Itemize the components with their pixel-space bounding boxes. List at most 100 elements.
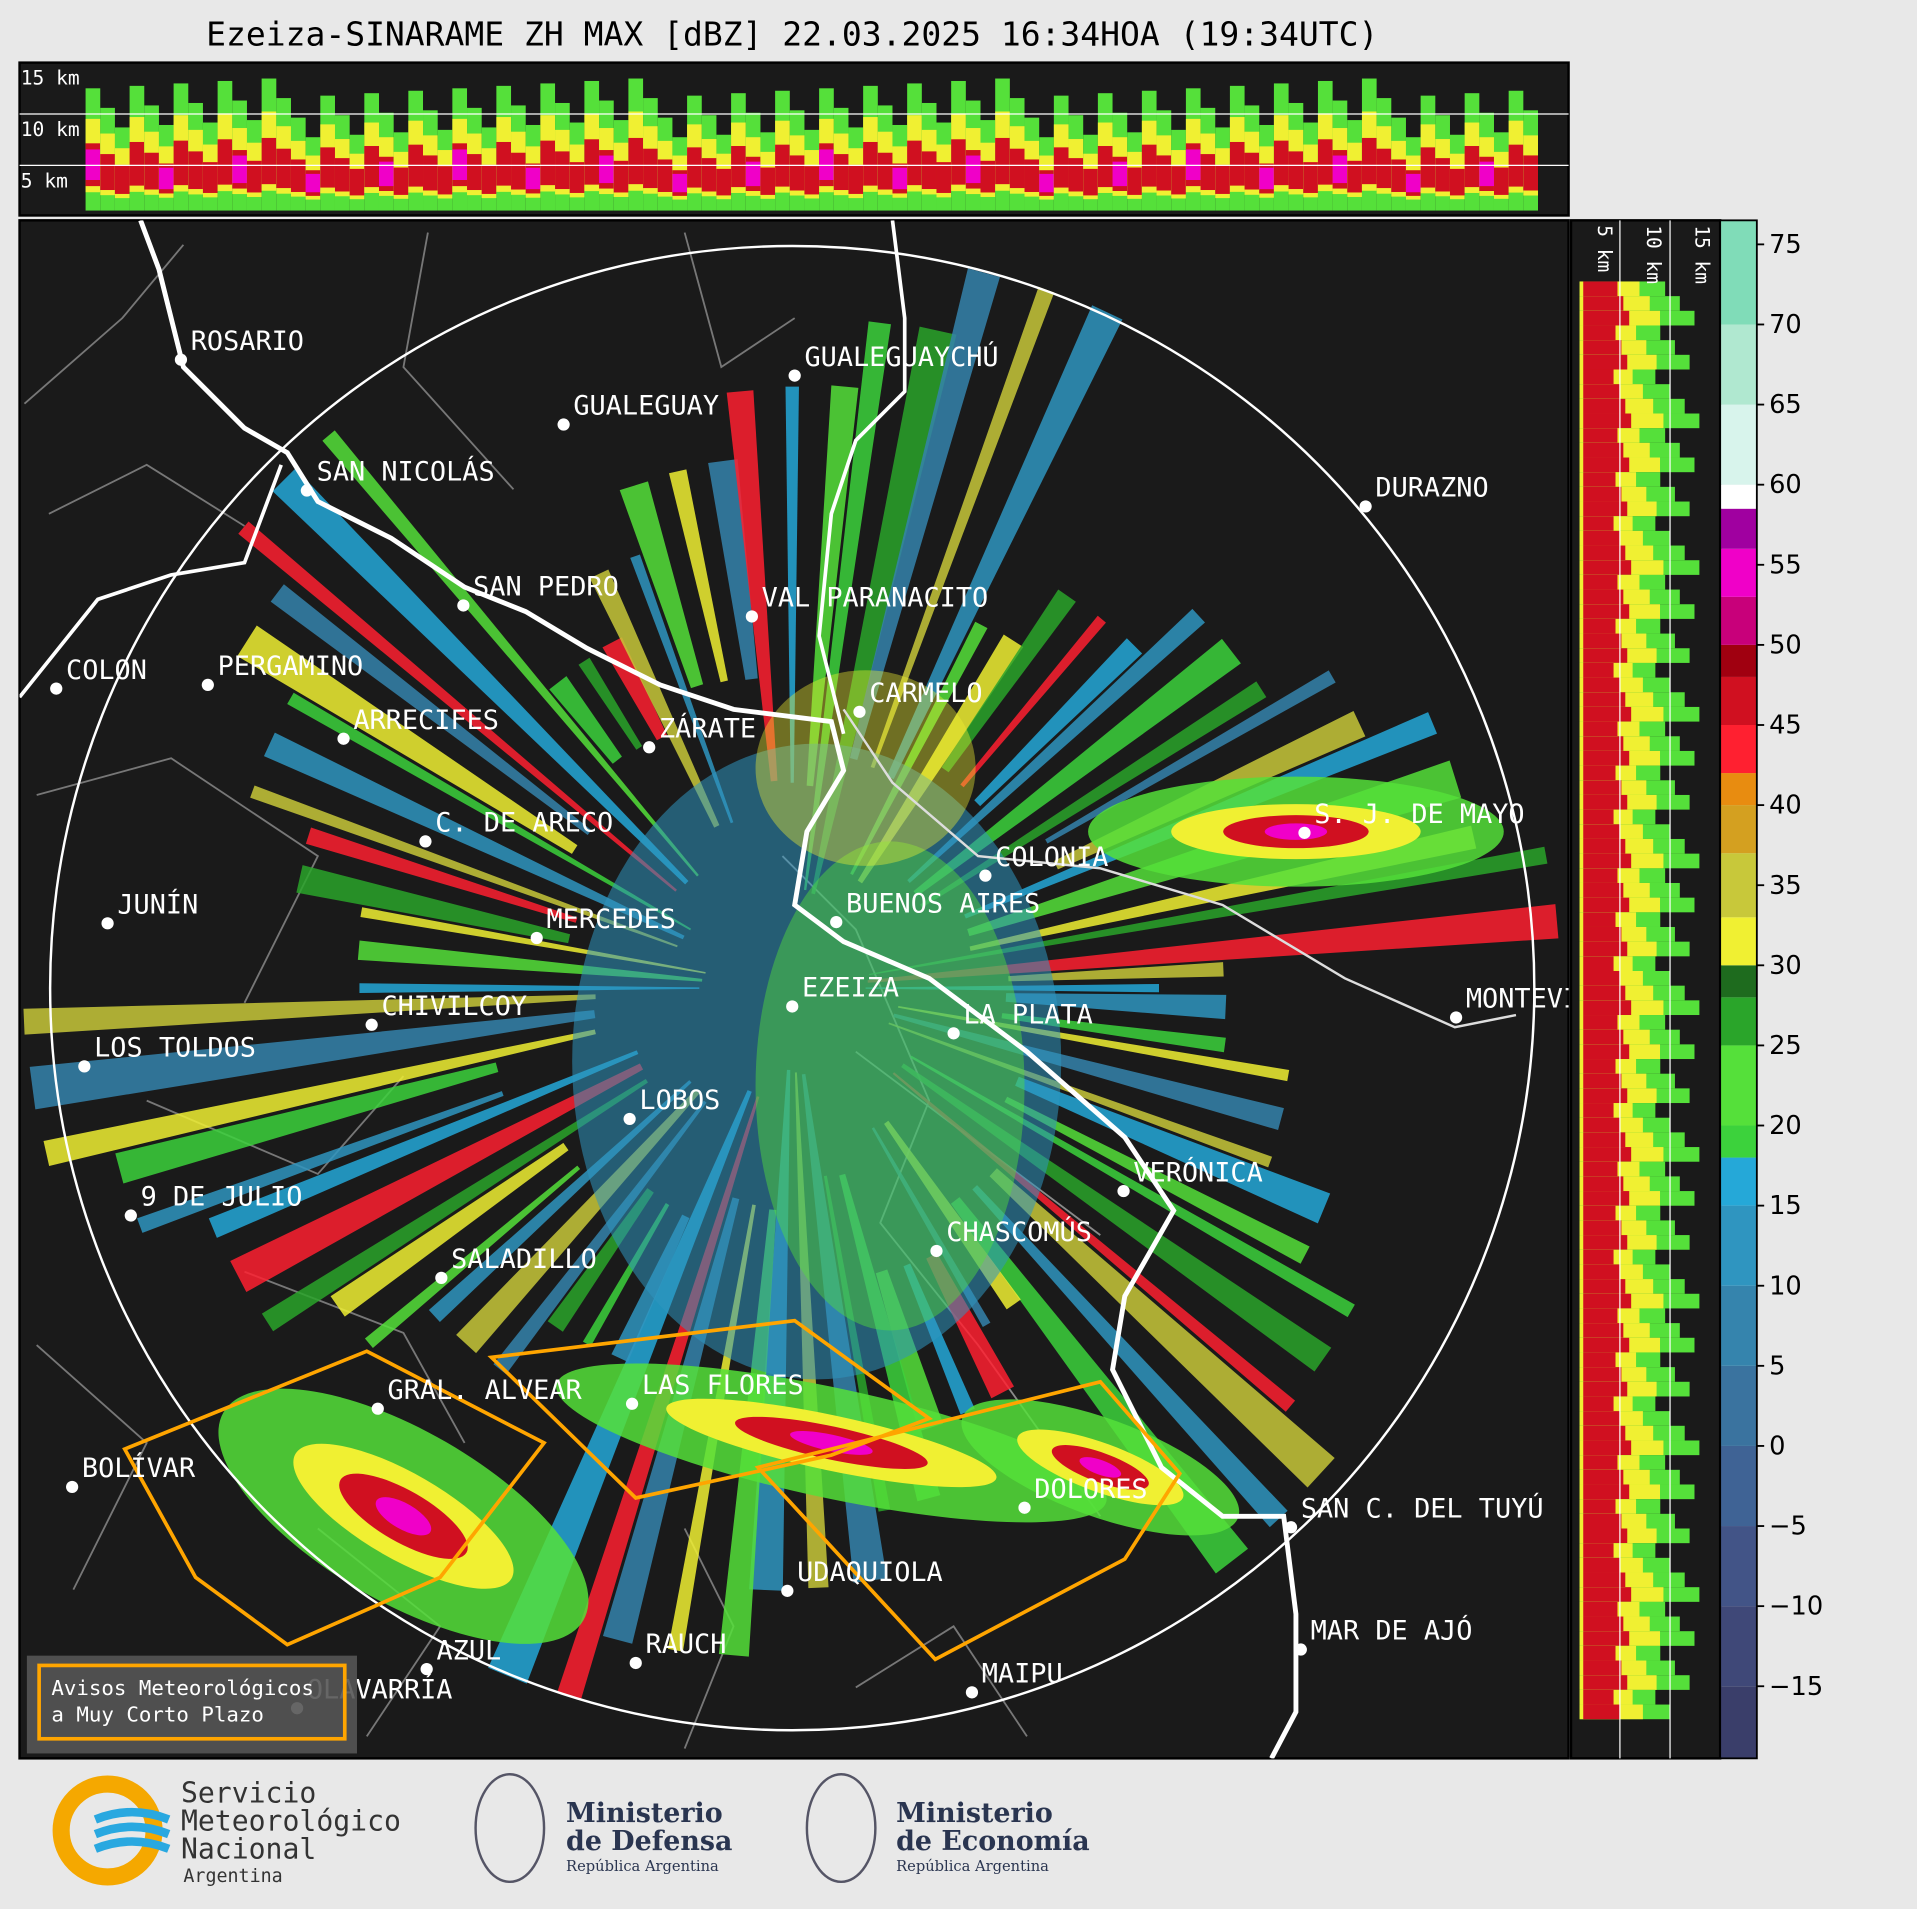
colorbar-tick-label: 30 [1769,951,1802,981]
ministry-text: Ministerio [896,1798,1053,1829]
profile-column [540,140,556,186]
echo-ray [261,1078,648,1332]
profile-column [1215,164,1230,194]
city-label: LAS FLORES [642,1370,804,1401]
city-label: LA PLATA [963,1000,1092,1031]
profile-column [1273,140,1289,186]
profile-row [1583,1440,1632,1456]
profile-row [1583,692,1626,707]
profile-row [1583,971,1620,986]
profile-row [1583,310,1630,326]
profile-row [1583,1587,1632,1602]
profile-row [1583,1059,1616,1074]
city-dot [201,678,214,692]
profile-column [1361,137,1377,185]
profile-column [1083,168,1098,196]
echo-ray [630,554,734,824]
profile-row [1583,501,1628,517]
profile-row [1583,1220,1622,1236]
profile-row [1583,1572,1626,1588]
city-dot [457,599,470,612]
city-label: AZUL [436,1635,501,1666]
profile-row [1583,1367,1622,1382]
profile-row [1583,545,1626,561]
colorbar-segment [1720,548,1757,597]
profile-column [687,147,702,188]
profile-column [731,146,746,188]
echo-ray [322,430,699,877]
city-dot [786,1000,799,1013]
profile-column [804,166,820,195]
colorbar-segment [1720,997,1757,1046]
profile-column [1317,139,1333,185]
ministry-text: Ministerio [566,1798,723,1829]
city-dot [830,915,843,929]
title: Ezeiza-SINARAME ZH MAX [dBZ] 22.03.2025 … [206,15,1378,54]
city-dot [365,1018,378,1031]
city-dot [965,1686,979,1699]
echo-core [755,841,1025,1331]
profile-column [467,154,482,191]
city-label: MAIPU [982,1659,1063,1690]
city-dot [781,1584,794,1597]
profile-column [511,152,526,190]
profile-column [217,139,233,185]
profile-row [1583,1308,1618,1324]
city-dot [420,1662,433,1676]
profile-row [1583,398,1626,414]
profile-column [378,161,394,187]
city-label: GRAL. ALVEAR [388,1375,583,1406]
profile-row [1583,750,1630,766]
city-label: ARRECIFES [353,705,499,736]
echo-ray [359,983,700,994]
city-label: MONTEVIDEO [1466,984,1628,1015]
profile-column [525,167,541,190]
profile-column [276,148,291,189]
profile-column [349,168,365,196]
colorbar-segment [1720,676,1757,725]
echo-ray [1045,670,1336,844]
profile-column [232,155,247,184]
radar-echoes [23,268,1559,1700]
profile-column [716,168,732,196]
city-label: LOS TOLDOS [94,1033,256,1064]
profile-row [1583,1323,1624,1338]
colorbar-segment [1720,805,1757,854]
km-label: 15 km [21,67,80,90]
smn-text: Servicio [181,1776,316,1809]
city-label: COLONIA [995,842,1108,873]
profile-column [1068,158,1084,192]
city-dot [853,705,866,718]
echo-ray [23,994,596,1035]
profile-row [1583,1235,1628,1250]
smn-text: Nacional [181,1833,316,1866]
echo-ray [870,286,1055,769]
colorbar-tick-label: 0 [1769,1431,1785,1461]
colorbar-tick-label: 35 [1769,871,1802,901]
profile-row [1583,1161,1618,1177]
profile-row [1583,1704,1620,1720]
profile-column [173,140,189,186]
profile-column [848,164,864,194]
uruguay-border [842,708,1517,1029]
profile-row [1583,472,1616,487]
profile-column [305,173,321,193]
city-dot [979,869,992,882]
profile-row [1583,325,1616,341]
profile-column [129,141,145,186]
city-label: SAN NICOLÁS [317,456,495,488]
colorbar-tick-label: 20 [1769,1111,1802,1141]
city-label: DOLORES [1034,1474,1147,1505]
profile-row [1583,1029,1624,1045]
echo-ray [589,569,720,828]
city-dot [530,931,543,945]
echo-ray [237,625,578,854]
city-label: S. J. DE MAYO [1314,799,1524,830]
profile-row [1583,956,1614,972]
colorbar-segment [1720,1045,1757,1126]
colorbar-tick-label: 45 [1769,711,1802,741]
city-dot [745,610,758,623]
colorbar-segment [1720,404,1757,485]
profile-column [1479,161,1494,187]
colorbar-segment [1720,220,1757,325]
